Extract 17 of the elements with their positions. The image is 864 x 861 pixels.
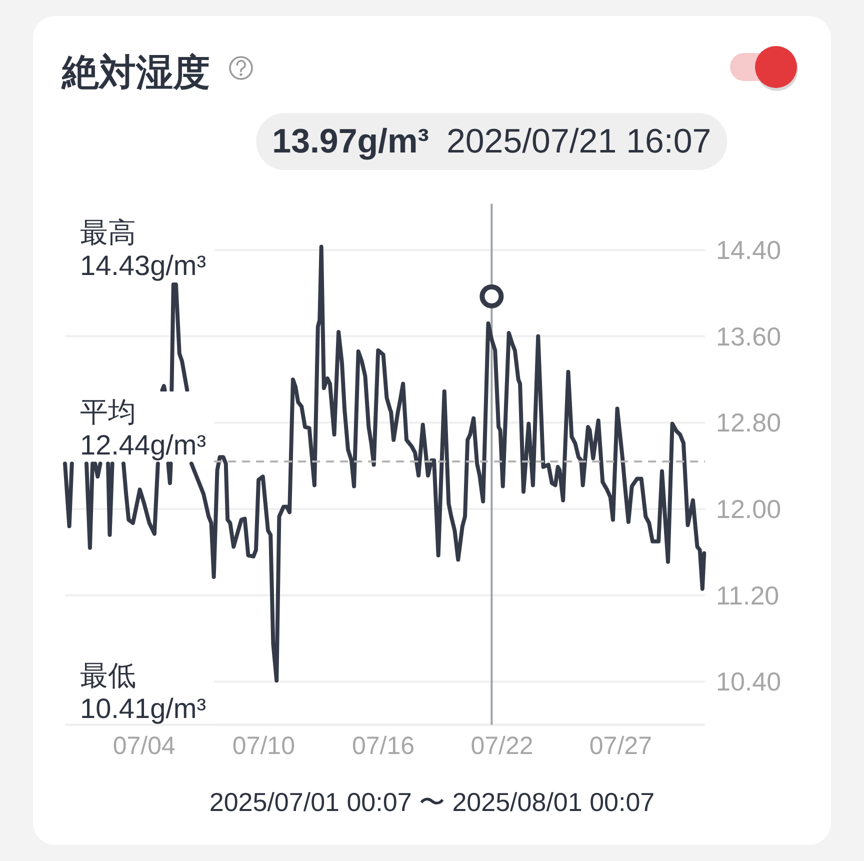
y-tick-label: 12.00 xyxy=(716,494,782,524)
x-axis-title: 2025/07/01 00:07 〜 2025/08/01 00:07 xyxy=(209,787,655,817)
y-tick-label: 10.40 xyxy=(716,666,782,697)
x-tick-label: 07/04 xyxy=(112,732,176,760)
ref-line-label: 13.97g/m³ 2025/07/21 16:07 xyxy=(272,122,712,160)
y-tick-label: 14.40 xyxy=(716,234,782,265)
x-tick-label: 07/27 xyxy=(589,732,652,760)
chart-title: 絶対湿度 xyxy=(61,52,210,92)
y-tick-label: 12.80 xyxy=(716,408,782,438)
annotation: 最高 14.43g/m³ xyxy=(80,216,206,280)
y-tick-label: 13.60 xyxy=(716,321,782,352)
annotation: 最低 10.41g/m³ xyxy=(80,659,206,724)
ref-line-label: 平均 12.44g/m³ xyxy=(80,396,206,460)
y-tick-label: 11.20 xyxy=(716,580,780,610)
x-tick-label: 07/10 xyxy=(232,732,295,760)
x-tick-label: 07/22 xyxy=(470,732,534,760)
x-tick-label: 07/16 xyxy=(352,732,415,760)
